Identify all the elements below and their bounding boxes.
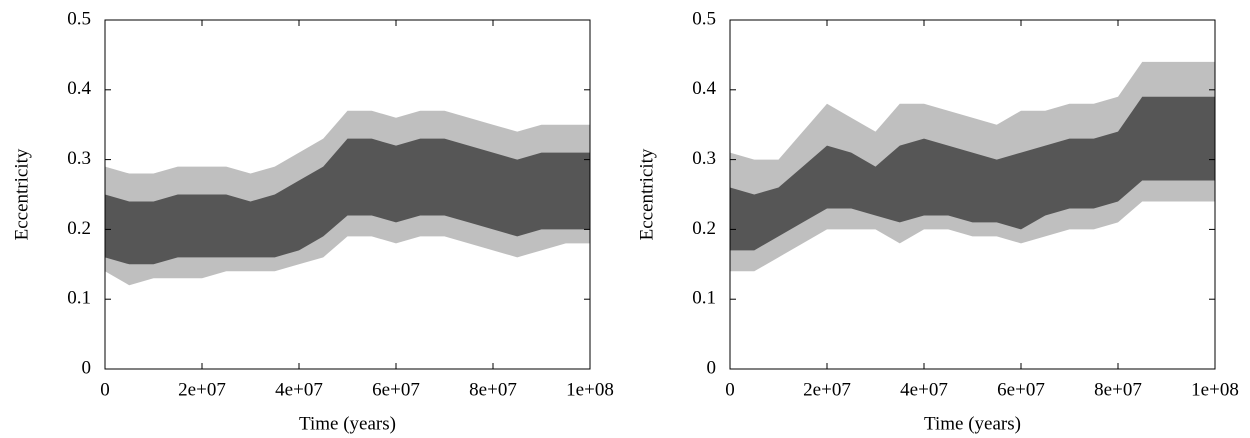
eccentricity-band (105, 138, 590, 265)
x-tick-label: 1e+08 (1191, 379, 1239, 400)
y-tick-label: 0.2 (692, 218, 716, 239)
y-tick-label: 0.2 (67, 218, 91, 239)
x-tick-label: 6e+07 (372, 379, 420, 400)
x-tick-label: 0 (725, 379, 735, 400)
x-tick-label: 2e+07 (803, 379, 851, 400)
y-tick-label: 0.1 (692, 288, 716, 309)
x-tick-label: 6e+07 (997, 379, 1045, 400)
y-tick-label: 0.5 (67, 8, 91, 29)
y-axis-label: Eccentricity (636, 148, 657, 240)
x-axis-label: Time (years) (299, 413, 396, 434)
y-tick-label: 0.1 (67, 288, 91, 309)
x-tick-label: 1e+08 (566, 379, 614, 400)
x-tick-label: 8e+07 (469, 379, 517, 400)
y-tick-label: 0.5 (692, 8, 716, 29)
x-tick-label: 8e+07 (1094, 379, 1142, 400)
y-axis-label: Eccentricity (11, 148, 32, 240)
y-tick-label: 0 (707, 357, 717, 378)
y-tick-label: 0.3 (67, 148, 91, 169)
x-axis-label: Time (years) (924, 413, 1021, 434)
y-tick-label: 0.3 (692, 148, 716, 169)
plot-frame (104, 19, 591, 370)
x-tick-label: 4e+07 (900, 379, 948, 400)
x-tick-label: 4e+07 (275, 379, 323, 400)
plot-frame (729, 19, 1216, 370)
y-tick-label: 0.4 (692, 78, 716, 99)
x-tick-label: 2e+07 (178, 379, 226, 400)
y-tick-label: 0.4 (67, 78, 91, 99)
y-tick-label: 0 (82, 357, 92, 378)
x-tick-label: 0 (100, 379, 110, 400)
eccentricity-band (730, 96, 1215, 251)
